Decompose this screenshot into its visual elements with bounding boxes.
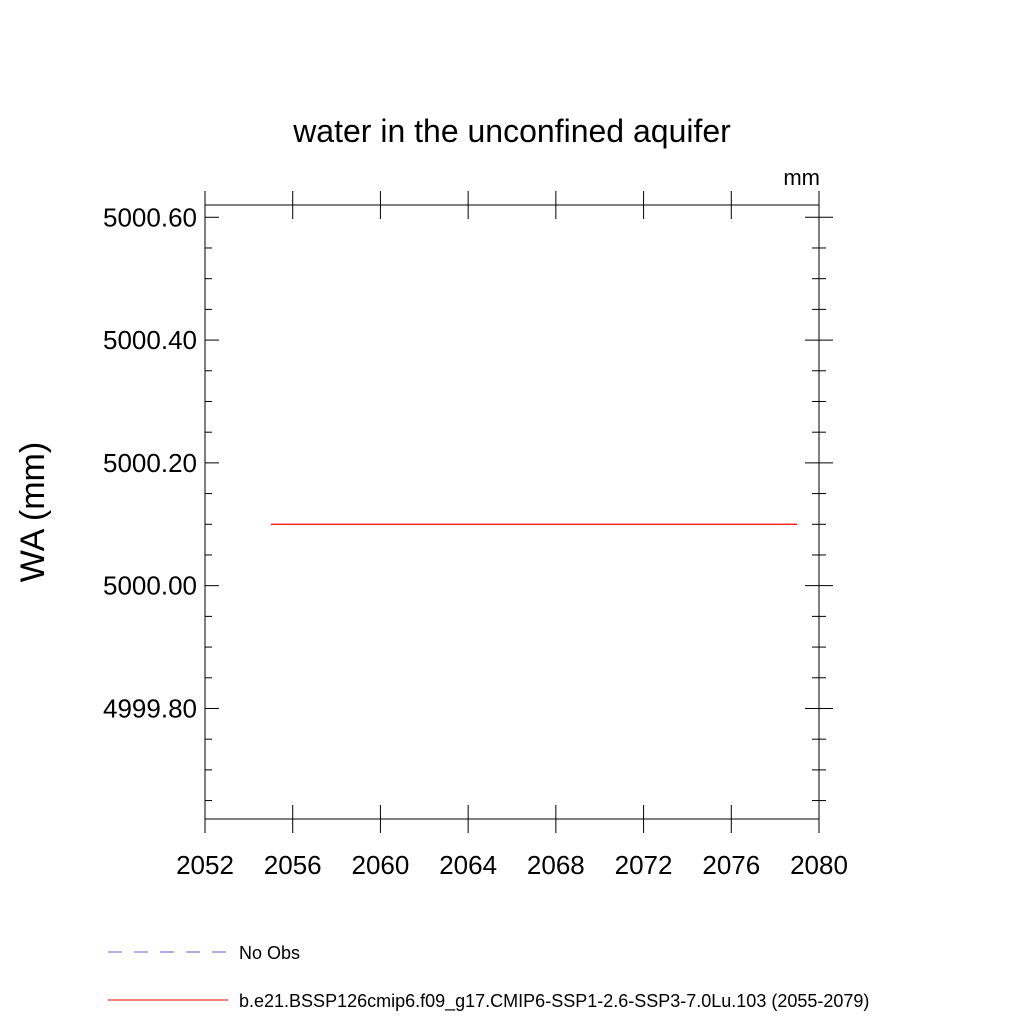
y-tick-label: 5000.40 (103, 325, 197, 355)
legend-label-0: No Obs (239, 943, 300, 963)
y-tick-label: 5000.20 (103, 448, 197, 478)
x-tick-label: 2064 (439, 850, 497, 880)
x-tick-label: 2068 (527, 850, 585, 880)
y-tick-label: 5000.00 (103, 571, 197, 601)
x-tick-label: 2076 (702, 850, 760, 880)
units-label: mm (783, 165, 820, 190)
x-tick-label: 2080 (790, 850, 848, 880)
plot-frame (204, 204, 820, 820)
x-tick-label: 2072 (615, 850, 673, 880)
x-tick-label: 2052 (176, 850, 234, 880)
legend-label-1: b.e21.BSSP126cmip6.f09_g17.CMIP6-SSP1-2.… (239, 991, 869, 1012)
chart-title: water in the unconfined aquifer (292, 113, 731, 149)
y-axis-label: WA (mm) (14, 442, 52, 582)
y-tick-label: 4999.80 (103, 693, 197, 723)
y-tick-label: 5000.60 (103, 202, 197, 232)
x-tick-label: 2056 (264, 850, 322, 880)
x-tick-label: 2060 (352, 850, 410, 880)
